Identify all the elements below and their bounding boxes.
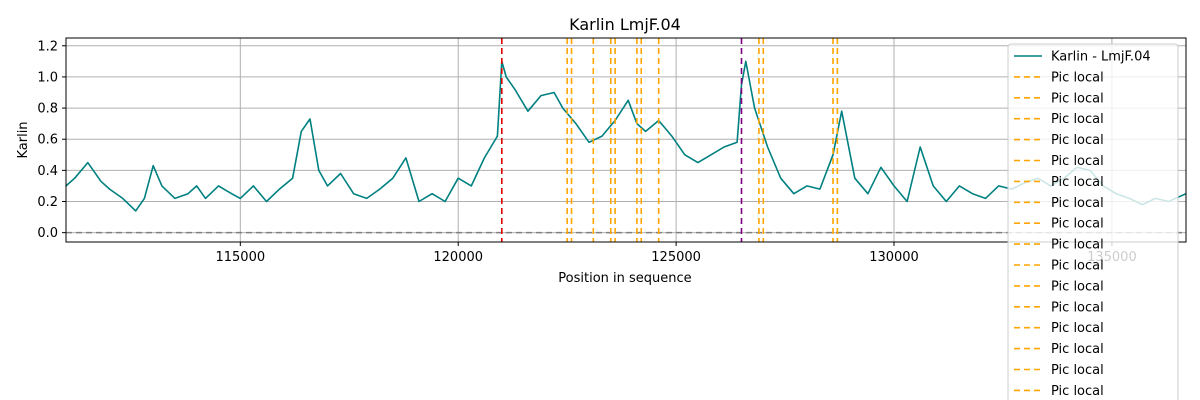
y-tick-label: 0.0 — [37, 226, 58, 241]
y-tick-label: 0.6 — [37, 133, 58, 148]
x-tick-label: 120000 — [433, 250, 483, 265]
x-axis-label: Position in sequence — [558, 271, 691, 286]
legend-entry: Pic local — [1051, 238, 1104, 253]
x-tick-label: 115000 — [215, 250, 265, 265]
grid — [66, 38, 1186, 242]
legend-entry: Pic local — [1051, 175, 1104, 190]
legend-entry: Pic local — [1051, 300, 1104, 315]
y-tick-label: 0.4 — [37, 164, 58, 179]
chart-title: Karlin LmjF.04 — [569, 15, 681, 34]
legend-entry: Pic local — [1051, 384, 1104, 399]
legend-entry: Pic local — [1051, 133, 1104, 148]
y-tick-label: 1.0 — [37, 70, 58, 85]
karlin-series-line — [65, 60, 1187, 212]
legend-entry: Pic local — [1051, 217, 1104, 232]
y-tick-label: 0.8 — [37, 102, 58, 117]
legend-entry: Pic local — [1051, 321, 1104, 336]
legend-entry: Pic local — [1051, 279, 1104, 294]
x-tick-label: 125000 — [651, 250, 701, 265]
y-axis-label: Karlin — [16, 121, 31, 158]
y-tick-label: 1.2 — [37, 39, 58, 54]
legend-entry: Pic local — [1051, 154, 1104, 169]
legend-entry: Pic local — [1051, 70, 1104, 85]
legend-entry: Pic local — [1051, 342, 1104, 357]
plot-area — [65, 38, 1187, 242]
legend-box — [1007, 43, 1179, 400]
x-tick-label: 130000 — [869, 250, 919, 265]
legend: Karlin - LmjF.04 Pic local Pic local Pic lo… — [1007, 43, 1179, 400]
legend-entry: Pic local — [1051, 363, 1104, 378]
legend-entry: Pic local — [1051, 259, 1104, 274]
y-tick-label: 0.2 — [37, 195, 58, 210]
legend-entry: Pic local — [1051, 196, 1104, 211]
legend-entry: Pic local — [1051, 112, 1104, 127]
plot-frame — [65, 37, 1187, 243]
legend-entry: Karlin - LmjF.04 — [1051, 50, 1151, 65]
legend-entry: Pic local — [1051, 91, 1104, 106]
